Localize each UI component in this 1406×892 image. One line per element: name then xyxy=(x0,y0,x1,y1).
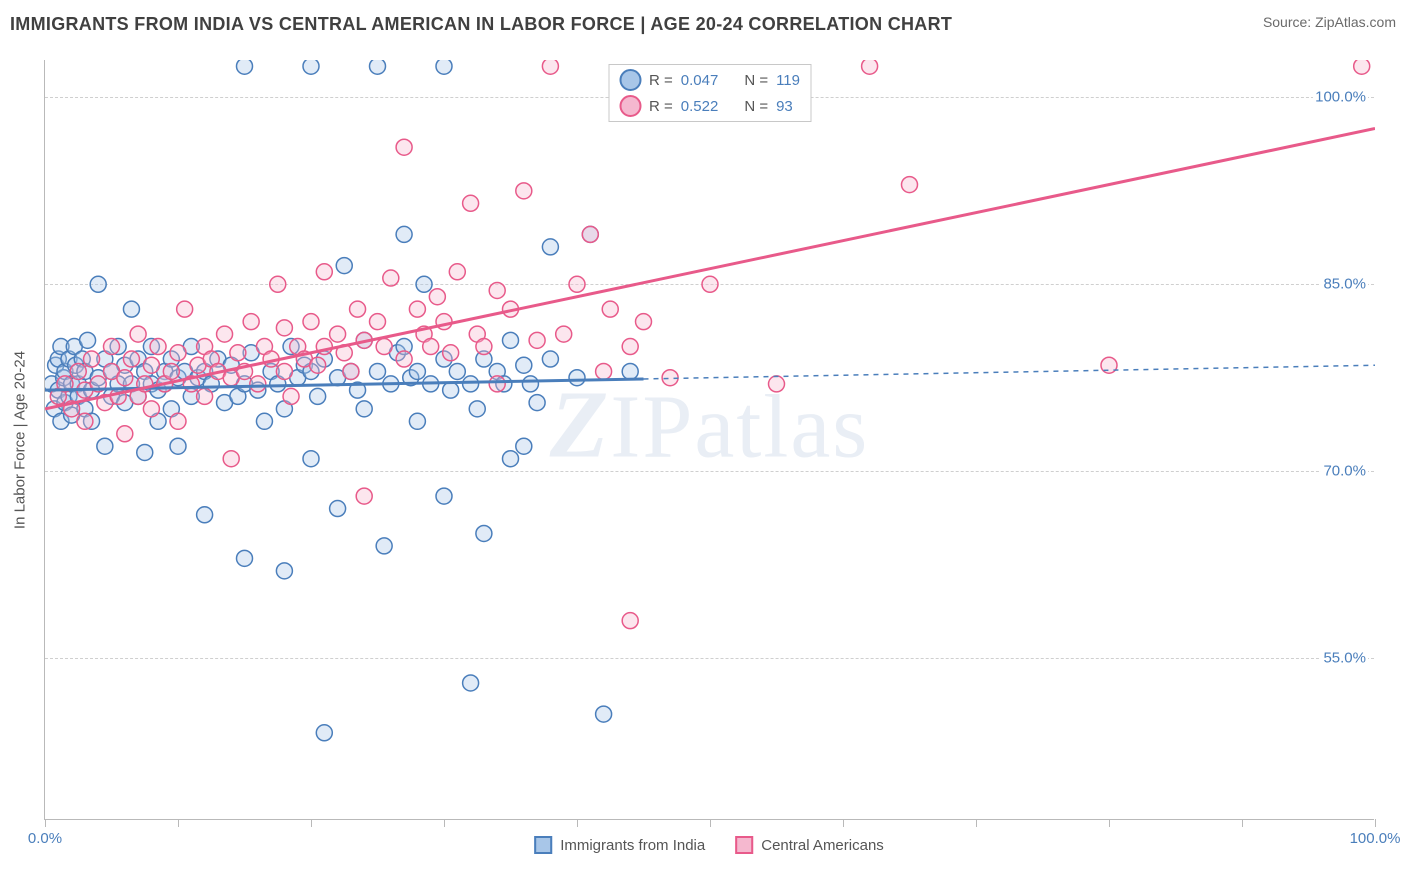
x-tick xyxy=(1109,819,1110,827)
plot-container: In Labor Force | Age 20-24 ZIPatlas 55.0… xyxy=(44,60,1374,820)
x-tick xyxy=(178,819,179,827)
x-tick xyxy=(45,819,46,827)
r-label: R = xyxy=(649,98,673,115)
swatch-square-india xyxy=(534,836,552,854)
legend-stats: R = 0.047 N = 119 R = 0.522 N = 93 xyxy=(608,64,811,122)
x-tick xyxy=(1242,819,1243,827)
chart-title: IMMIGRANTS FROM INDIA VS CENTRAL AMERICA… xyxy=(10,14,952,35)
x-tick xyxy=(976,819,977,827)
legend-label-india: Immigrants from India xyxy=(560,837,705,854)
legend-series: Immigrants from India Central Americans xyxy=(534,836,884,854)
y-axis-label: In Labor Force | Age 20-24 xyxy=(12,351,29,529)
swatch-india xyxy=(619,69,641,91)
x-tick xyxy=(311,819,312,827)
trend-line-dashed-india xyxy=(644,365,1376,379)
n-value-central: 93 xyxy=(776,98,793,115)
legend-row-india: R = 0.047 N = 119 xyxy=(609,67,810,93)
r-label: R = xyxy=(649,72,673,89)
x-tick-label: 0.0% xyxy=(28,830,62,847)
legend-item-central: Central Americans xyxy=(735,836,884,854)
r-value-central: 0.522 xyxy=(681,98,719,115)
trend-lines-layer xyxy=(45,60,1375,820)
n-value-india: 119 xyxy=(776,72,800,89)
plot-area: ZIPatlas 55.0%70.0%85.0%100.0% R = 0.047… xyxy=(44,60,1374,820)
r-value-india: 0.047 xyxy=(681,72,719,89)
trend-line-central xyxy=(45,129,1375,409)
x-tick xyxy=(710,819,711,827)
swatch-square-central xyxy=(735,836,753,854)
legend-row-central: R = 0.522 N = 93 xyxy=(609,93,810,119)
n-label: N = xyxy=(744,72,768,89)
n-label: N = xyxy=(744,98,768,115)
legend-item-india: Immigrants from India xyxy=(534,836,705,854)
legend-label-central: Central Americans xyxy=(761,837,884,854)
x-tick xyxy=(1375,819,1376,827)
swatch-central xyxy=(619,95,641,117)
x-tick-label: 100.0% xyxy=(1350,830,1401,847)
x-tick xyxy=(444,819,445,827)
x-tick xyxy=(577,819,578,827)
x-tick xyxy=(843,819,844,827)
source-label: Source: ZipAtlas.com xyxy=(1263,14,1396,30)
